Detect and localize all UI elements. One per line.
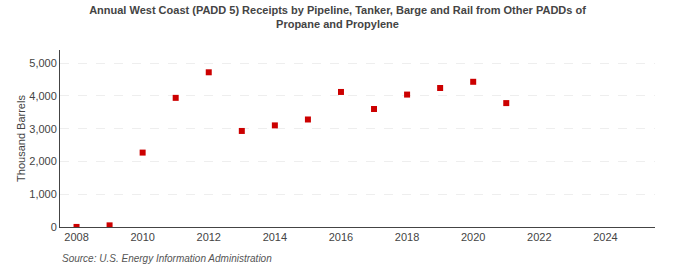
svg-text:2,000: 2,000 xyxy=(29,155,57,167)
svg-text:2024: 2024 xyxy=(593,231,617,243)
svg-text:2008: 2008 xyxy=(64,231,88,243)
svg-text:Source: U.S. Energy Informatio: Source: U.S. Energy Information Administ… xyxy=(62,253,272,264)
svg-text:0: 0 xyxy=(51,221,57,233)
svg-text:2018: 2018 xyxy=(395,231,419,243)
svg-text:3,000: 3,000 xyxy=(29,123,57,135)
svg-text:Annual West Coast (PADD 5) Rec: Annual West Coast (PADD 5) Receipts by P… xyxy=(89,4,586,30)
svg-text:2010: 2010 xyxy=(130,231,154,243)
svg-text:4,000: 4,000 xyxy=(29,90,57,102)
svg-text:2016: 2016 xyxy=(329,231,353,243)
svg-text:1,000: 1,000 xyxy=(29,188,57,200)
svg-text:Thousand Barrels: Thousand Barrels xyxy=(15,95,27,182)
svg-text:2020: 2020 xyxy=(461,231,485,243)
svg-text:2022: 2022 xyxy=(527,231,551,243)
svg-text:5,000: 5,000 xyxy=(29,57,57,69)
svg-text:2012: 2012 xyxy=(197,231,221,243)
svg-text:2014: 2014 xyxy=(263,231,287,243)
